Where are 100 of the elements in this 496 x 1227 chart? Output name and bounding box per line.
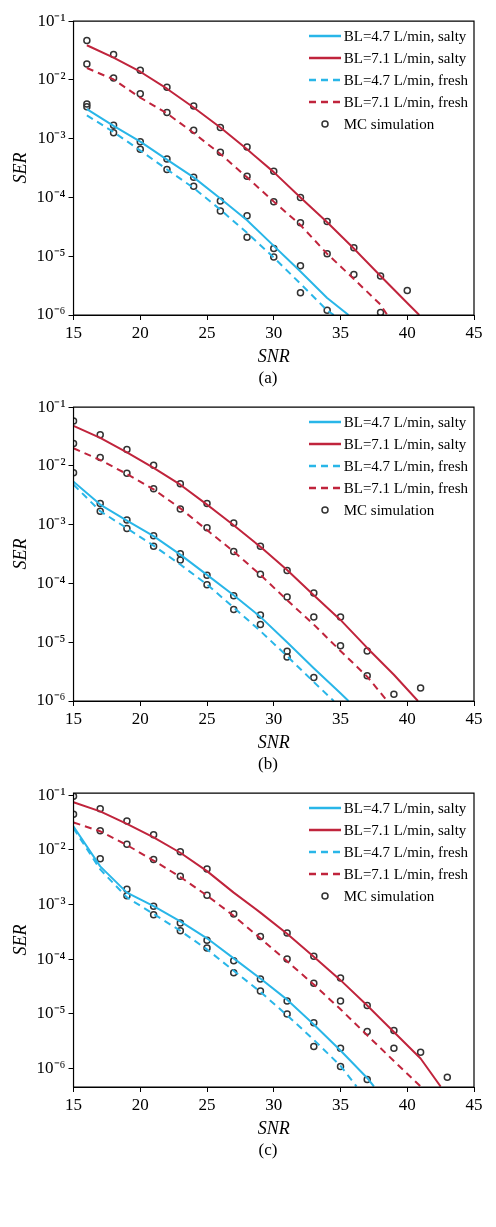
point <box>310 952 318 960</box>
point <box>203 581 211 589</box>
point <box>229 547 238 556</box>
legend-label: BL=4.7 L/min, salty <box>343 413 467 433</box>
x-axis-title: SNR <box>257 731 290 752</box>
point <box>176 479 185 488</box>
point <box>323 217 331 226</box>
point <box>336 1044 345 1053</box>
point <box>189 126 198 134</box>
point <box>163 83 171 92</box>
point <box>283 997 291 1005</box>
legend-label: BL=7.1 L/min, fresh <box>343 93 468 113</box>
x-axis-title: SNR <box>257 1117 290 1138</box>
point <box>363 671 371 680</box>
legend-label: BL=7.1 L/min, salty <box>343 821 467 841</box>
point <box>229 591 238 600</box>
point <box>123 891 131 900</box>
point <box>336 642 345 650</box>
point <box>390 690 398 699</box>
point <box>256 620 265 629</box>
point <box>323 306 331 315</box>
point <box>203 571 211 580</box>
point <box>136 90 145 98</box>
point <box>336 1062 345 1071</box>
point <box>283 653 291 661</box>
point <box>363 1075 371 1084</box>
x-tick-label: 45 <box>465 708 483 728</box>
point <box>109 74 118 82</box>
point <box>376 308 385 315</box>
point <box>96 499 104 508</box>
point <box>123 445 131 454</box>
y-tick-label: 10⁻⁶ <box>36 690 66 710</box>
point <box>296 193 305 202</box>
point <box>149 831 158 839</box>
point <box>270 167 278 175</box>
point <box>229 969 238 977</box>
point <box>83 103 91 111</box>
x-tick-label: 20 <box>131 322 149 342</box>
point <box>149 855 158 864</box>
x-tick-label: 45 <box>465 322 483 342</box>
point <box>243 143 251 151</box>
point <box>403 286 411 295</box>
point <box>310 979 318 987</box>
y-tick-label: 10⁻² <box>37 455 66 475</box>
point <box>149 542 158 551</box>
y-tick-label: 10⁻¹ <box>37 396 66 416</box>
text: (b) <box>257 754 279 774</box>
point <box>176 919 185 927</box>
point <box>310 613 318 621</box>
point <box>109 50 118 59</box>
y-tick-label: 10⁻⁵ <box>36 245 66 265</box>
point <box>189 182 198 191</box>
y-axis-title: SER <box>9 924 30 956</box>
point <box>109 121 118 129</box>
point <box>229 605 238 614</box>
x-tick-label: 40 <box>398 1094 416 1114</box>
x-tick-label: 30 <box>265 708 283 728</box>
point <box>123 516 131 524</box>
point <box>390 1044 398 1053</box>
point <box>149 461 158 469</box>
text: (c) <box>257 1140 279 1160</box>
y-tick-label: 10⁻⁵ <box>36 1003 66 1023</box>
point <box>243 211 251 220</box>
legend-label: MC simulation <box>343 887 435 907</box>
x-tick-label: 15 <box>65 1094 83 1114</box>
y-tick-label: 10⁻⁴ <box>36 186 66 206</box>
point <box>96 453 104 462</box>
x-tick-label: 15 <box>65 708 83 728</box>
point <box>363 647 371 655</box>
point <box>203 499 211 508</box>
point <box>283 593 291 601</box>
point <box>416 684 425 692</box>
point <box>390 1026 398 1035</box>
point <box>136 66 145 74</box>
point <box>203 865 211 873</box>
point <box>96 855 104 863</box>
point <box>310 1018 318 1027</box>
legend-label: BL=7.1 L/min, fresh <box>343 865 468 885</box>
point <box>163 108 171 117</box>
point <box>283 955 291 963</box>
point <box>283 566 291 575</box>
point <box>256 570 265 578</box>
point <box>136 145 145 154</box>
point <box>149 484 158 493</box>
point <box>256 975 265 983</box>
point <box>176 872 185 880</box>
x-tick-label: 45 <box>465 1094 483 1114</box>
x-tick-label: 40 <box>398 322 416 342</box>
y-axis-title: SER <box>9 152 30 184</box>
x-tick-label: 35 <box>332 322 350 342</box>
point <box>256 987 265 995</box>
point <box>216 123 225 132</box>
y-tick-label: 10⁻³ <box>37 514 66 534</box>
point <box>296 219 305 227</box>
y-tick-label: 10⁻⁴ <box>36 572 66 592</box>
point <box>256 542 265 551</box>
point <box>189 102 198 110</box>
legend-label: BL=7.1 L/min, salty <box>343 435 467 455</box>
x-tick-label: 40 <box>398 708 416 728</box>
point <box>163 155 171 163</box>
